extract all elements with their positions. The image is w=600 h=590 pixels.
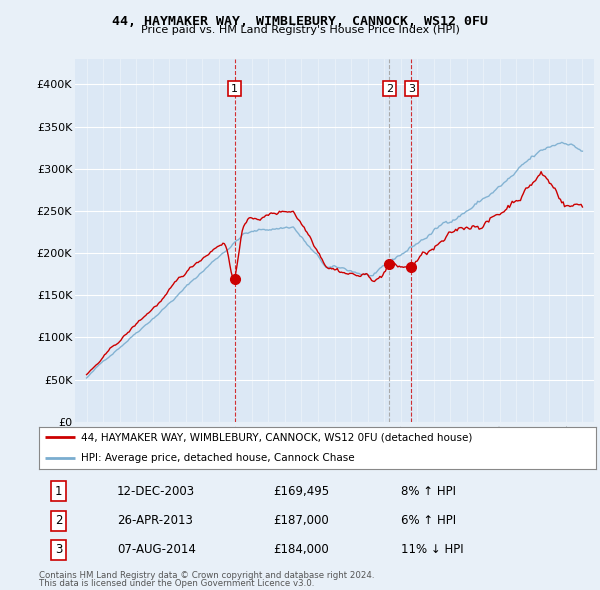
- Text: 2: 2: [386, 84, 393, 94]
- Text: 8% ↑ HPI: 8% ↑ HPI: [401, 485, 456, 498]
- Text: 07-AUG-2014: 07-AUG-2014: [117, 543, 196, 556]
- Text: 2: 2: [55, 514, 62, 527]
- Text: £184,000: £184,000: [273, 543, 329, 556]
- Text: Contains HM Land Registry data © Crown copyright and database right 2024.: Contains HM Land Registry data © Crown c…: [39, 571, 374, 580]
- Text: 26-APR-2013: 26-APR-2013: [117, 514, 193, 527]
- Text: 3: 3: [408, 84, 415, 94]
- Text: 44, HAYMAKER WAY, WIMBLEBURY, CANNOCK, WS12 0FU (detached house): 44, HAYMAKER WAY, WIMBLEBURY, CANNOCK, W…: [81, 432, 472, 442]
- Text: 12-DEC-2003: 12-DEC-2003: [117, 485, 195, 498]
- Text: Price paid vs. HM Land Registry's House Price Index (HPI): Price paid vs. HM Land Registry's House …: [140, 25, 460, 35]
- Text: This data is licensed under the Open Government Licence v3.0.: This data is licensed under the Open Gov…: [39, 579, 314, 588]
- Text: 44, HAYMAKER WAY, WIMBLEBURY, CANNOCK, WS12 0FU: 44, HAYMAKER WAY, WIMBLEBURY, CANNOCK, W…: [112, 15, 488, 28]
- Text: 1: 1: [55, 485, 62, 498]
- Text: £187,000: £187,000: [273, 514, 329, 527]
- Text: 11% ↓ HPI: 11% ↓ HPI: [401, 543, 464, 556]
- Text: 3: 3: [55, 543, 62, 556]
- Text: 6% ↑ HPI: 6% ↑ HPI: [401, 514, 456, 527]
- Text: HPI: Average price, detached house, Cannock Chase: HPI: Average price, detached house, Cann…: [81, 454, 355, 463]
- Text: 1: 1: [231, 84, 238, 94]
- Text: £169,495: £169,495: [273, 485, 329, 498]
